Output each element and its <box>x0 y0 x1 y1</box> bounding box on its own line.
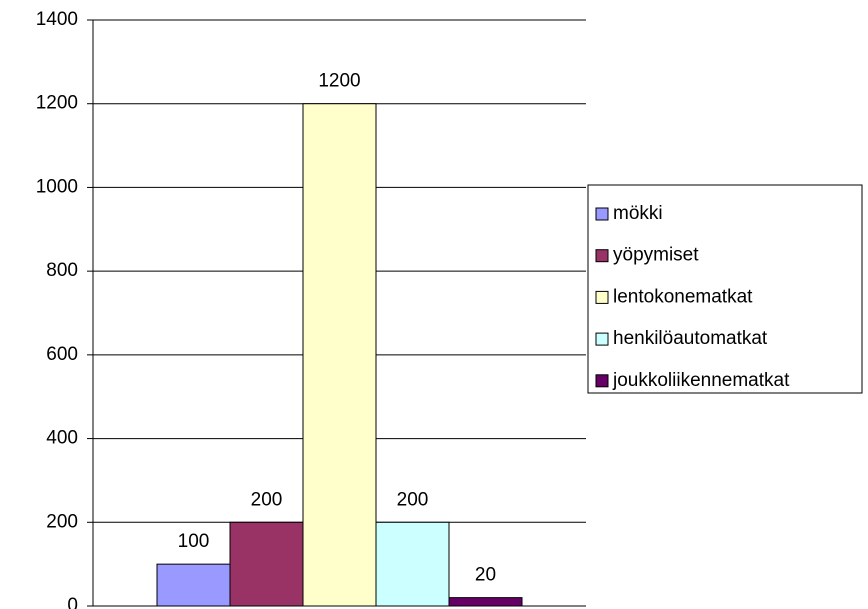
bar <box>229 521 304 607</box>
bar <box>448 597 523 607</box>
legend-swatch <box>595 290 609 304</box>
data-label: 200 <box>397 489 429 510</box>
legend-label: yöpymiset <box>613 245 699 266</box>
data-label: 200 <box>251 489 283 510</box>
y-tick-label: 800 <box>46 260 78 281</box>
legend-label: lentokonematkat <box>613 286 753 307</box>
y-tick-label: 600 <box>46 344 78 365</box>
legend-swatch <box>595 374 609 388</box>
legend-label: henkilöautomatkat <box>613 328 768 349</box>
legend-swatch <box>595 207 609 221</box>
y-tick-label: 0 <box>67 595 78 609</box>
legend-swatch <box>595 332 609 346</box>
y-tick-label: 1000 <box>36 176 78 197</box>
bar <box>302 103 377 607</box>
bar <box>375 521 450 607</box>
y-tick-label: 1200 <box>36 93 78 114</box>
data-label: 100 <box>178 531 210 552</box>
legend-box <box>587 184 863 394</box>
legend-label: joukkoliikennematkat <box>612 370 790 391</box>
y-tick-label: 1400 <box>36 9 78 30</box>
data-label: 1200 <box>318 71 360 92</box>
legend-label: mökki <box>613 203 663 224</box>
y-tick-label: 400 <box>46 428 78 449</box>
bar <box>156 563 231 607</box>
y-tick-label: 200 <box>46 511 78 532</box>
data-label: 20 <box>475 565 496 586</box>
legend-swatch <box>595 249 609 263</box>
